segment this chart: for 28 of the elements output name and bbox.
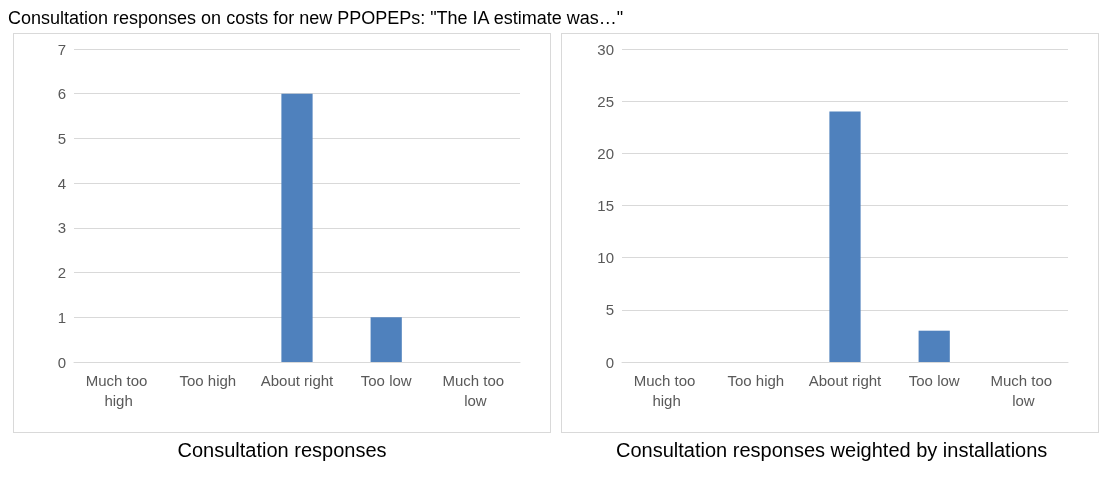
text: Consultation responses on costs for new PPOPEPs: "The IA estimate was…" bbox=[8, 8, 625, 29]
x-tick-label: Too low bbox=[908, 371, 960, 389]
y-tick-label: 0 bbox=[57, 353, 66, 371]
text: Consultation responses bbox=[176, 439, 388, 462]
y-tick-label: 4 bbox=[57, 174, 66, 192]
y-tick-label: 2 bbox=[57, 264, 66, 282]
text: Consultation responses weighted by installations bbox=[615, 439, 1049, 462]
x-tick-label: About right bbox=[808, 371, 883, 389]
y-tick-label: 1 bbox=[57, 308, 66, 326]
x-tick-label: Too high bbox=[179, 371, 237, 389]
y-tick-label: 20 bbox=[597, 144, 614, 162]
x-tick-label: Too low bbox=[360, 371, 412, 389]
y-tick-label: 30 bbox=[597, 40, 614, 58]
x-tick-label: Much too high bbox=[633, 371, 700, 409]
y-tick-label: 25 bbox=[597, 92, 614, 110]
y-tick-label: 0 bbox=[605, 353, 614, 371]
x-tick-label: Much too high bbox=[85, 371, 152, 409]
x-tick-label: Much too low bbox=[990, 371, 1057, 409]
x-tick-label: Much too low bbox=[442, 371, 509, 409]
y-tick-label: 5 bbox=[605, 301, 614, 319]
y-tick-label: 15 bbox=[597, 197, 614, 214]
y-tick-label: 5 bbox=[57, 129, 66, 147]
x-tick-label: Too high bbox=[727, 371, 785, 389]
y-tick-label: 3 bbox=[57, 219, 66, 237]
y-tick-label: 6 bbox=[57, 85, 66, 103]
x-tick-label: About right bbox=[260, 371, 335, 389]
y-tick-label: 7 bbox=[57, 40, 66, 58]
y-tick-label: 10 bbox=[597, 249, 614, 267]
